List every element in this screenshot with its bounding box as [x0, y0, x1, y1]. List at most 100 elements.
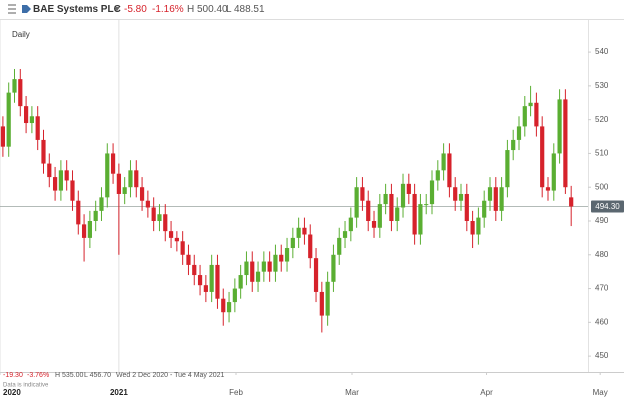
candle-body: [18, 79, 23, 107]
candle-body: [197, 275, 203, 286]
candle-body: [418, 204, 423, 235]
candle-body: [47, 163, 52, 178]
candle-body: [441, 153, 446, 171]
candle-body: [267, 261, 272, 272]
candle-body: [447, 153, 452, 188]
candle-body: [139, 187, 145, 201]
candle-body: [308, 234, 313, 259]
candle-body: [99, 197, 104, 211]
candle-body: [395, 207, 400, 221]
candle-body: [128, 170, 133, 188]
candle-body: [383, 193, 388, 205]
candle-body: [64, 170, 69, 181]
candle-body: [400, 183, 406, 208]
candle-body: [232, 288, 237, 303]
candle-body: [522, 106, 527, 127]
candle-body: [534, 102, 539, 127]
candle-body: [52, 177, 58, 191]
footer-note: Data is indicative: [3, 383, 49, 389]
x-tick-label: 2020: [3, 388, 21, 397]
last-price-box: [591, 200, 624, 213]
candle-body: [58, 170, 63, 191]
candle-body: [406, 183, 411, 194]
y-tick-label: 460: [595, 317, 609, 326]
y-tick-label: 480: [595, 250, 609, 259]
candle-body: [371, 220, 377, 228]
footer: -19.30 -3.76% H 535.00 L 456.70 Wed 2 De…: [3, 372, 225, 389]
x-tick-label: 2021: [110, 388, 128, 397]
header-high: H 500.40: [187, 4, 228, 15]
instrument-name[interactable]: BAE Systems PLC: [33, 4, 121, 15]
candles: [0, 68, 574, 333]
candle-body: [453, 187, 458, 201]
candle-body: [424, 204, 429, 206]
candle-body: [35, 116, 40, 140]
candle-body: [331, 254, 336, 282]
candle-body: [116, 173, 121, 194]
y-tick-label: 510: [595, 149, 609, 158]
dropdown-arrow[interactable]: [114, 7, 120, 11]
candle-body: [238, 275, 243, 289]
candle-body: [557, 99, 562, 154]
candle-body: [157, 214, 162, 221]
footer-change: -19.30: [3, 372, 23, 379]
interval-label: Daily: [12, 30, 30, 39]
candle-body: [325, 281, 330, 316]
x-tick-label: May: [593, 388, 608, 397]
candle-body: [313, 258, 319, 292]
candle-body: [12, 79, 17, 93]
candle-body: [180, 241, 185, 255]
footer-range: Wed 2 Dec 2020 - Tue 4 May 2021: [116, 372, 225, 379]
candle-body: [151, 207, 156, 221]
candle-body: [569, 197, 574, 207]
candle-body: [366, 200, 371, 221]
candle-body: [516, 126, 522, 140]
candle-body: [244, 261, 249, 276]
candle-body: [221, 298, 226, 313]
candle-body: [290, 237, 295, 249]
candle-body: [23, 106, 29, 124]
candle-body: [487, 187, 493, 201]
candle-body: [105, 153, 110, 198]
candle-body: [122, 187, 127, 194]
header-low: L 488.51: [226, 4, 265, 15]
candle-body: [319, 291, 324, 316]
candle-body: [81, 224, 87, 238]
footer-change-pct: -3.76%: [27, 372, 49, 379]
candle-body: [273, 254, 278, 272]
header-change: -5.80: [124, 4, 147, 15]
candle-body: [476, 217, 481, 235]
candle-body: [110, 153, 116, 174]
candle-body: [296, 227, 301, 238]
candle-body: [354, 187, 359, 218]
y-tick-label: 530: [595, 81, 609, 90]
x-tick-label: Mar: [345, 388, 359, 397]
candle-body: [493, 187, 498, 211]
candle-body: [511, 139, 516, 151]
candle-body: [540, 126, 545, 188]
candle-body: [377, 204, 382, 228]
last-price-label: 494.30: [595, 202, 620, 211]
candle-body: [192, 264, 197, 276]
candle-body: [551, 153, 556, 191]
candle-body: [93, 210, 98, 221]
candle-body: [458, 193, 464, 201]
y-tick-label: 450: [595, 351, 609, 360]
candle-body: [215, 264, 220, 299]
candle-body: [76, 200, 81, 225]
candle-body: [29, 116, 34, 124]
candle-body: [563, 99, 568, 188]
candle-body: [360, 187, 365, 201]
x-tick-label: Apr: [480, 388, 493, 397]
candle-body: [186, 254, 191, 265]
footer-high: H 535.00: [55, 372, 84, 379]
candle-body: [0, 126, 5, 147]
candle-body: [261, 261, 266, 272]
candle-body: [348, 217, 353, 232]
candle-body: [499, 187, 504, 211]
candle-body: [279, 254, 284, 262]
menu-icon[interactable]: [8, 4, 16, 14]
candle-body: [389, 193, 394, 221]
candle-body: [255, 271, 261, 282]
